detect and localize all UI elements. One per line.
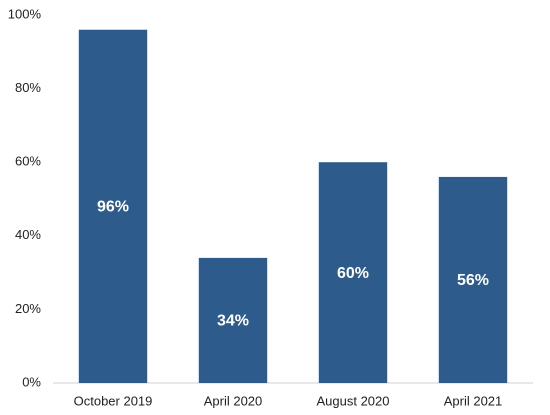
value-label: 60% [337, 265, 369, 282]
value-label: 34% [217, 313, 249, 330]
x-tick-label: August 2020 [316, 393, 389, 408]
bar [198, 257, 268, 383]
y-tick-label: 0% [22, 374, 41, 389]
value-label: 56% [457, 272, 489, 289]
x-tick-label: April 2020 [204, 393, 263, 408]
x-tick-label: April 2021 [444, 393, 503, 408]
y-tick-label: 80% [15, 80, 41, 95]
y-tick-label: 60% [15, 154, 41, 169]
bar [78, 29, 148, 383]
bar [438, 176, 508, 383]
value-label: 96% [97, 199, 129, 216]
y-tick-label: 20% [15, 301, 41, 316]
x-tick-label: October 2019 [74, 393, 153, 408]
bar [318, 162, 388, 383]
y-tick-label: 40% [15, 227, 41, 242]
y-tick-label: 100% [8, 6, 42, 21]
